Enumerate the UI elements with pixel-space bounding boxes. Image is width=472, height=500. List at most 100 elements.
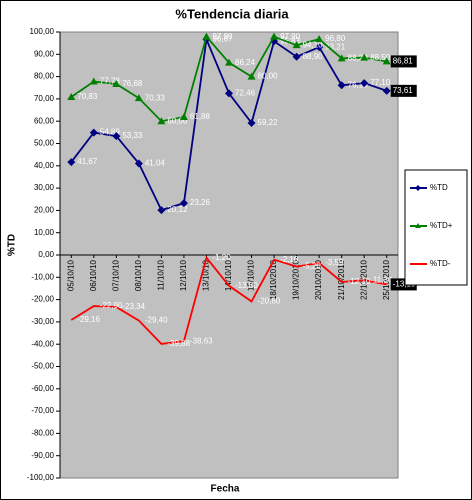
legend-marker: [415, 223, 421, 228]
x-tick-label: 13/10/10: [202, 259, 211, 291]
data-label: 96,67: [212, 35, 233, 44]
marker: [89, 128, 98, 137]
y-tick-label: -60,00: [31, 384, 54, 393]
data-label: -11,30: [370, 275, 393, 284]
data-label: 77,10: [370, 78, 391, 87]
data-label: -2,10: [280, 255, 299, 264]
data-label: 86,24: [235, 58, 256, 67]
marker: [89, 77, 98, 85]
marker: [179, 199, 188, 208]
data-label: -29,16: [77, 315, 100, 324]
x-tick-label: 07/10/10: [111, 259, 120, 291]
y-tick-label: -20,00: [31, 295, 54, 304]
y-tick-label: -80,00: [31, 429, 54, 438]
x-tick-label: 05/10/10: [66, 259, 75, 291]
x-axis-label: Fecha: [211, 484, 240, 495]
x-tick-label: 25/10/2010: [382, 259, 391, 300]
data-label: 20,12: [167, 205, 188, 214]
marker: [315, 43, 324, 52]
marker: [337, 81, 346, 90]
marker: [315, 35, 324, 43]
marker: [270, 32, 279, 40]
legend-label: %TD-: [430, 259, 451, 268]
marker: [157, 117, 166, 125]
data-label: 23,26: [190, 198, 211, 207]
marker: [67, 93, 76, 101]
data-label: 88,90: [303, 52, 324, 61]
marker: [225, 89, 233, 98]
y-tick-label: 100,00: [30, 27, 55, 36]
data-label: -3,59: [325, 258, 344, 267]
marker: [67, 158, 76, 167]
data-label: 97,90: [280, 32, 301, 41]
data-label: 80,00: [258, 72, 279, 81]
data-label: -22,90: [100, 301, 123, 310]
y-tick-label: -50,00: [31, 362, 54, 371]
y-tick-label: 50,00: [34, 139, 55, 148]
x-tick-label: 19/10/2010: [292, 259, 301, 300]
y-tick-label: 10,00: [34, 228, 55, 237]
data-label: 72,46: [235, 89, 256, 98]
y-tick-label: -40,00: [31, 339, 54, 348]
data-label: 88,20: [348, 53, 369, 62]
marker: [292, 41, 301, 49]
data-label: -12,10: [348, 277, 371, 286]
marker: [179, 113, 188, 121]
x-tick-label: 21/10/2010: [337, 259, 346, 300]
x-tick-label: 14/10/10: [224, 259, 233, 291]
x-tick-label: 11/10/10: [157, 259, 166, 290]
marker: [112, 132, 121, 141]
data-label: -1,20: [212, 253, 231, 262]
data-label: -23,34: [122, 302, 145, 311]
data-label: 59,22: [258, 118, 279, 127]
data-label: 61,88: [190, 112, 211, 121]
data-label: 88,50: [370, 53, 391, 62]
marker: [360, 53, 369, 61]
data-label: -13,80: [235, 281, 258, 290]
label-box: [390, 55, 417, 68]
data-label: 70,83: [77, 92, 98, 101]
data-label: 93,21: [325, 42, 346, 51]
y-tick-label: -10,00: [31, 272, 54, 281]
data-label: 70,33: [145, 93, 166, 102]
x-tick-label: 06/10/10: [89, 259, 98, 291]
marker: [157, 206, 166, 215]
x-tick-label: 18/10/2010: [269, 259, 278, 300]
y-tick-label: 80,00: [34, 72, 55, 81]
x-tick-label: 15/10/10: [247, 259, 256, 291]
label-box: [390, 84, 417, 97]
marker: [382, 86, 391, 95]
x-tick-label: 08/10/10: [134, 259, 143, 291]
marker: [292, 52, 301, 61]
y-tick-label: 30,00: [34, 183, 55, 192]
y-tick-label: 20,00: [34, 206, 55, 215]
legend-label: %TD: [430, 183, 448, 192]
chart-title: %Tendencia diaria: [175, 6, 289, 21]
y-tick-label: 60,00: [34, 116, 55, 125]
marker: [382, 57, 391, 65]
data-label: 95,83: [280, 36, 301, 45]
data-label: 76,10: [348, 80, 369, 89]
data-label: -38,63: [190, 336, 213, 345]
marker: [134, 159, 143, 168]
y-axis-label: %TD: [7, 234, 18, 256]
x-tick-label: 12/10/10: [179, 259, 188, 291]
data-label: 41,67: [77, 157, 98, 166]
marker: [134, 94, 143, 102]
data-label: -29,40: [145, 316, 168, 325]
data-label: 60,00: [167, 116, 188, 125]
data-label: -39,88: [167, 339, 190, 348]
data-label: 97,90: [212, 32, 233, 41]
data-label: -13,19: [393, 280, 416, 289]
data-label: 96,80: [325, 34, 346, 43]
data-label: 73,61: [393, 86, 414, 95]
marker: [112, 80, 121, 88]
data-label: 86,81: [393, 57, 414, 66]
data-label: 41,04: [145, 159, 166, 168]
y-tick-label: -30,00: [31, 317, 54, 326]
x-tick-label: 20/10/2010: [314, 259, 323, 300]
marker: [247, 72, 256, 80]
marker: [247, 118, 256, 127]
y-tick-label: 40,00: [34, 161, 55, 170]
